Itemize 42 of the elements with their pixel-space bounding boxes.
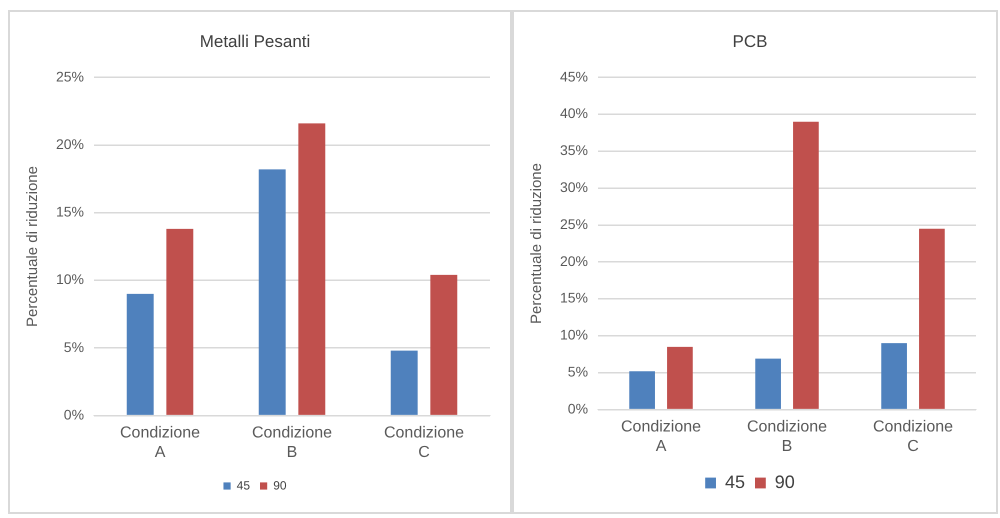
bar [390, 350, 418, 415]
y-tick-label: 10% [560, 326, 588, 343]
y-tick-label: 0% [64, 406, 84, 422]
y-tick-label: 15% [56, 204, 84, 220]
bar [793, 122, 819, 409]
bar [755, 358, 781, 409]
bar [629, 371, 655, 409]
y-axis-title: Percentuale di riduzione [24, 166, 42, 327]
bar [126, 294, 154, 415]
x-tick-label: Condizione B [746, 418, 828, 455]
legend-label: 45 [724, 472, 746, 492]
bar [667, 346, 693, 409]
bar [166, 228, 194, 415]
bar [919, 228, 945, 409]
y-tick-label: 25% [56, 68, 84, 84]
x-tick-label: Condizione A [620, 418, 702, 455]
bar [430, 274, 458, 415]
y-tick-label: 40% [560, 105, 588, 122]
y-tick-label: 5% [64, 338, 84, 355]
bar [298, 123, 326, 415]
y-tick-label: 15% [560, 290, 588, 306]
y-tick-label: 25% [560, 216, 588, 232]
y-tick-label: 30% [560, 178, 588, 195]
y-tick-label: 45% [560, 68, 588, 84]
x-tick-label: Condizione A [120, 424, 200, 461]
chart-title: Metalli Pesanti [200, 32, 310, 51]
chart-title: PCB [732, 32, 768, 51]
y-tick-label: 0% [568, 400, 588, 416]
bar [258, 169, 286, 415]
x-tick-label: Condizione C [384, 424, 464, 461]
legend-label: 45 [236, 478, 250, 492]
y-tick-label: 20% [560, 252, 588, 269]
x-tick-label: Condizione B [252, 424, 332, 461]
y-tick-label: 5% [568, 364, 588, 380]
bar [881, 343, 907, 409]
y-tick-label: 35% [560, 142, 588, 158]
x-tick-label: Condizione C [872, 418, 954, 455]
y-axis-title: Percentuale di riduzione [528, 163, 546, 324]
y-tick-label: 10% [56, 271, 84, 288]
legend-label: 90 [774, 472, 795, 492]
legend-label: 90 [273, 478, 287, 492]
y-tick-label: 20% [56, 136, 84, 152]
